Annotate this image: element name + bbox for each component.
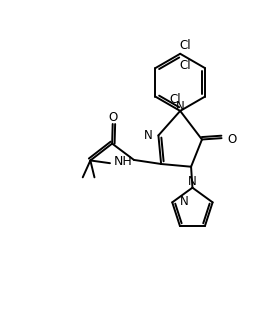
- Text: Cl: Cl: [169, 93, 181, 106]
- Text: N: N: [144, 129, 152, 142]
- Text: N: N: [176, 100, 185, 113]
- Text: Cl: Cl: [180, 59, 191, 72]
- Text: Cl: Cl: [179, 39, 191, 52]
- Text: N: N: [180, 195, 189, 208]
- Text: NH: NH: [114, 155, 132, 168]
- Text: N: N: [188, 174, 197, 188]
- Text: O: O: [108, 112, 117, 124]
- Text: O: O: [227, 133, 237, 146]
